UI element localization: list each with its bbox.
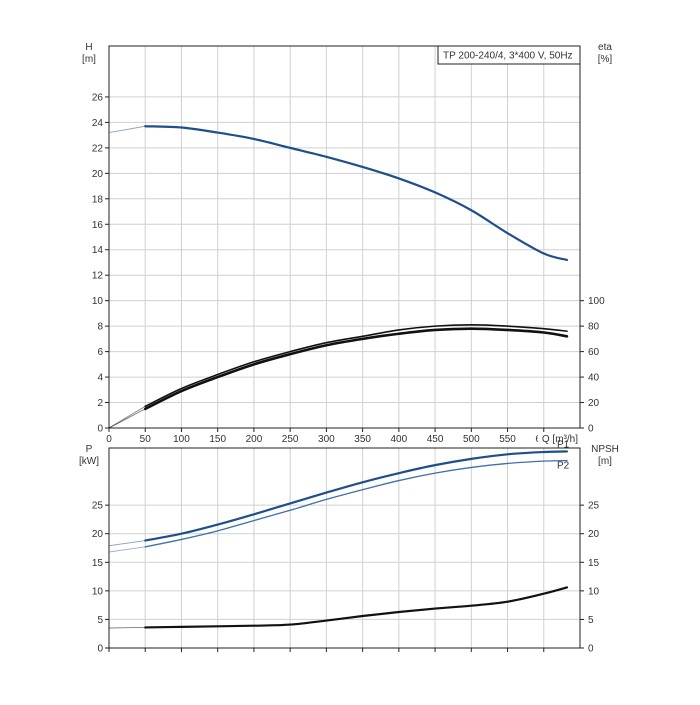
upper-series-0-line [144,125,569,262]
lower-series-2-line [144,586,569,629]
x-tick-label: 350 [354,434,371,445]
upper-right-tick-label: 20 [588,398,600,409]
upper-series-1-line [144,324,568,408]
upper-right-tick-label: 0 [588,424,594,435]
lower-right-tick-label: 20 [588,529,600,540]
upper-right-tick-label: 80 [588,322,600,333]
upper-left-axis-unit: [m] [82,54,96,65]
upper-right-axis-name: eta [598,42,612,53]
upper-left-tick-label: 20 [92,169,104,180]
lower-left-tick-label: 5 [97,615,103,626]
series-label: P1 [557,439,570,450]
upper-series-2-extension [108,408,146,429]
upper-right-tick-label: 40 [588,373,600,384]
upper-left-tick-label: 12 [92,271,104,282]
lower-left-tick-label: 25 [92,501,104,512]
upper-left-tick-label: 4 [97,373,103,384]
chart-title: TP 200-240/4, 3*400 V, 50Hz [443,51,573,62]
upper-right-tick-label: 60 [588,347,600,358]
x-tick-label: 550 [499,434,516,445]
x-tick-label: 450 [427,434,444,445]
upper-left-tick-label: 2 [97,398,103,409]
lower-left-tick-label: 20 [92,529,104,540]
lower-right-tick-label: 5 [588,615,594,626]
x-tick-label: 500 [463,434,480,445]
upper-left-tick-label: 22 [92,143,104,154]
upper-right-axis-unit: [%] [598,54,613,65]
x-tick-label: 200 [246,434,263,445]
upper-left-axis-name: H [85,42,92,53]
lower-right-tick-label: 10 [588,586,600,597]
x-tick-label: 300 [318,434,335,445]
lower-right-axis-name: NPSH [591,444,619,455]
lower-right-tick-label: 15 [588,558,600,569]
chart-title-box [437,45,581,65]
lower-series-1-extension [108,546,146,553]
lower-left-tick-label: 0 [97,644,103,655]
series-label: P2 [557,461,570,472]
x-tick-label: 150 [209,434,226,445]
lower-left-axis-name: P [86,444,93,455]
lower-left-tick-label: 10 [92,586,104,597]
lower-right-axis-unit: [m] [598,456,612,467]
lower-right-tick-label: 0 [588,644,594,655]
upper-left-tick-label: 16 [92,220,104,231]
x-tick-label: 250 [282,434,299,445]
upper-right-tick-label: 100 [588,296,605,307]
lower-left-axis-unit: [kW] [79,456,99,467]
lower-series-0-line [144,450,569,542]
x-tick-label: 50 [140,434,152,445]
x-axis-label-bg [538,432,580,445]
x-tick-label: 400 [391,434,408,445]
upper-plot-frame [108,45,581,429]
x-axis-label: Q [m³/h] [542,434,578,445]
upper-left-tick-label: 26 [92,92,104,103]
upper-left-tick-label: 8 [97,322,103,333]
upper-series-2-line [143,327,569,411]
lower-plot-frame [108,447,581,649]
upper-series-0-extension [108,125,146,134]
x-tick-label: 100 [173,434,190,445]
upper-left-tick-label: 18 [92,194,104,205]
upper-left-tick-label: 0 [97,424,103,435]
x-tick-label: 0 [106,434,112,445]
lower-right-tick-label: 25 [588,501,600,512]
upper-left-tick-label: 10 [92,296,104,307]
upper-left-tick-label: 24 [92,118,104,129]
lower-series-2-extension [108,626,146,629]
lower-series-0-extension [108,540,146,547]
lower-series-1-line [144,459,568,548]
lower-left-tick-label: 15 [92,558,104,569]
upper-left-tick-label: 6 [97,347,103,358]
upper-left-tick-label: 14 [92,245,104,256]
